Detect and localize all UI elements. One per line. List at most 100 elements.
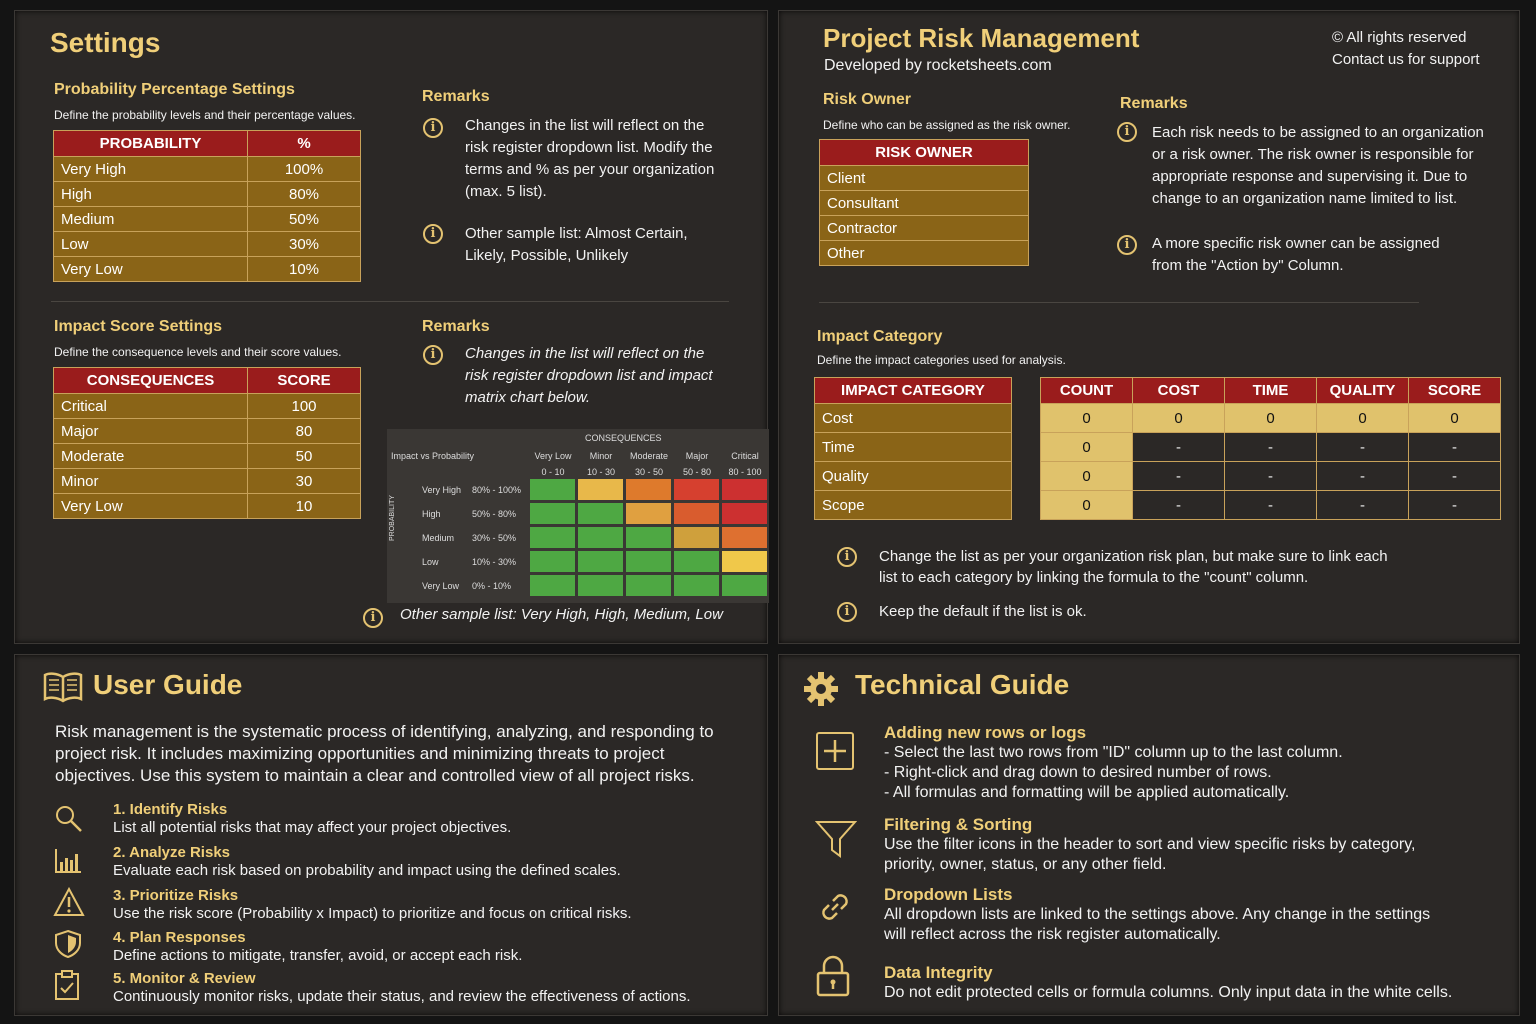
step-description: Evaluate each risk based on probability … xyxy=(113,862,621,879)
impact-remark-1: Changes in the list will reflect on the … xyxy=(465,345,713,406)
matrix-column-name: Very Low xyxy=(534,451,572,461)
row-label[interactable]: Very High xyxy=(53,156,248,182)
impact-category-heading: Impact Category xyxy=(817,328,943,345)
matrix-cell xyxy=(529,478,576,501)
row-value[interactable]: 50 xyxy=(247,443,361,469)
row-value[interactable]: 100 xyxy=(247,393,361,419)
matrix-cell xyxy=(577,574,624,597)
matrix-column-range: 30 - 50 xyxy=(634,467,664,477)
row-label[interactable]: Very Low xyxy=(53,256,248,282)
matrix-cell xyxy=(721,550,768,573)
row-label[interactable]: High xyxy=(53,181,248,207)
risk-owner-remark-2: A more specific risk owner can be assign… xyxy=(1152,235,1440,274)
matrix-cell xyxy=(721,478,768,501)
matrix-cell xyxy=(673,550,720,573)
table-row: Time xyxy=(814,432,1012,462)
probability-table: PROBABILITY % Very High 100% High 80% Medium… xyxy=(53,130,361,282)
step-title: 2. Analyze Risks xyxy=(113,844,231,861)
matrix-cell xyxy=(577,502,624,525)
count-col-header: TIME xyxy=(1224,377,1317,404)
tech-item-line: Use the filter icons in the header to so… xyxy=(884,836,1416,853)
impact-category-item[interactable]: Scope xyxy=(814,490,1012,520)
tech-item-title: Filtering & Sorting xyxy=(884,815,1033,834)
risk-owner-remark-1: Each risk needs to be assigned to an org… xyxy=(1152,124,1484,207)
row-value[interactable]: 80 xyxy=(247,418,361,444)
tech-item-line: Do not edit protected cells or formula c… xyxy=(884,984,1453,1001)
impact-category-item[interactable]: Time xyxy=(814,432,1012,462)
info-icon: i xyxy=(423,224,443,244)
info-icon: i xyxy=(837,547,857,567)
project-risk-panel: Project Risk Management Developed by roc… xyxy=(778,10,1520,644)
row-value[interactable]: 30 xyxy=(247,468,361,494)
count-cell: - xyxy=(1408,461,1501,491)
matrix-cell xyxy=(673,502,720,525)
tech-item-line: - Select the last two rows from "ID" col… xyxy=(884,744,1343,761)
table-row: Cost xyxy=(814,403,1012,433)
risk-owner-item[interactable]: Consultant xyxy=(819,190,1029,216)
count-cell: 0 xyxy=(1224,403,1317,433)
step-description: List all potential risks that may affect… xyxy=(113,819,512,836)
info-icon: i xyxy=(837,602,857,622)
matrix-cell xyxy=(673,574,720,597)
matrix-row-range: 80% - 100% xyxy=(472,485,522,495)
matrix-cell xyxy=(721,574,768,597)
impact-subtitle: Define the consequence levels and their … xyxy=(54,345,342,359)
probability-col-header: PROBABILITY xyxy=(53,130,248,157)
impact-category-item[interactable]: Cost xyxy=(814,403,1012,433)
table-row: Quality xyxy=(814,461,1012,491)
row-label[interactable]: Moderate xyxy=(53,443,248,469)
row-label[interactable]: Critical xyxy=(53,393,248,419)
row-label[interactable]: Major xyxy=(53,418,248,444)
row-value[interactable]: 10% xyxy=(247,256,361,282)
contact-link[interactable]: Contact us for support xyxy=(1332,51,1480,68)
risk-owner-item[interactable]: Contractor xyxy=(819,215,1029,241)
matrix-row-name: Low xyxy=(422,557,439,567)
matrix-column-name: Major xyxy=(685,451,709,461)
impact-table: CONSEQUENCES SCORE Critical 100 Major 80 Mod… xyxy=(53,367,361,519)
matrix-consequences-label: CONSEQUENCES xyxy=(585,433,662,443)
bar-chart-icon xyxy=(53,845,83,880)
magnifier-icon xyxy=(53,803,83,838)
developer-credit: Developed by rocketsheets.com xyxy=(824,57,1052,74)
matrix-cell xyxy=(625,526,672,549)
matrix-column-range: 10 - 30 xyxy=(586,467,616,477)
risk-owner-item[interactable]: Client xyxy=(819,165,1029,191)
count-cell: 0 xyxy=(1132,403,1225,433)
impact-heading: Impact Score Settings xyxy=(54,318,223,335)
row-value[interactable]: 10 xyxy=(247,493,361,519)
matrix-column-name: Moderate xyxy=(629,451,669,461)
technical-guide-panel: Technical Guide Adding new rows or logs -… xyxy=(778,654,1520,1016)
row-label[interactable]: Very Low xyxy=(53,493,248,519)
row-value[interactable]: 50% xyxy=(247,206,361,232)
matrix-row-range: 0% - 10% xyxy=(472,581,512,591)
row-label[interactable]: Minor xyxy=(53,468,248,494)
risk-owner-item[interactable]: Other xyxy=(819,240,1029,266)
user-guide-panel: User Guide Risk management is the system… xyxy=(14,654,768,1016)
risk-owner-table: RISK OWNER Client Consultant Contractor Oth… xyxy=(819,139,1029,266)
impact-category-item[interactable]: Quality xyxy=(814,461,1012,491)
technical-guide-title: Technical Guide xyxy=(855,669,1070,700)
matrix-cell xyxy=(625,550,672,573)
row-value[interactable]: 80% xyxy=(247,181,361,207)
risk-owner-subtitle: Define who can be assigned as the risk o… xyxy=(823,118,1071,132)
count-cell: - xyxy=(1224,461,1317,491)
row-value[interactable]: 30% xyxy=(247,231,361,257)
count-cell: - xyxy=(1316,432,1409,462)
info-icon: i xyxy=(1117,235,1137,255)
risk-owner-col-header: RISK OWNER xyxy=(819,139,1029,166)
row-label[interactable]: Low xyxy=(53,231,248,257)
tech-item-line: will reflect across the risk register au… xyxy=(884,926,1221,943)
count-cell: - xyxy=(1408,490,1501,520)
row-value[interactable]: 100% xyxy=(247,156,361,182)
table-row: Client xyxy=(819,165,1029,191)
row-label[interactable]: Medium xyxy=(53,206,248,232)
step-description: Define actions to mitigate, transfer, av… xyxy=(113,947,523,964)
matrix-cell xyxy=(529,526,576,549)
section-divider xyxy=(819,302,1419,303)
tech-item-line: - Right-click and drag down to desired n… xyxy=(884,764,1272,781)
count-cell: 0 xyxy=(1316,403,1409,433)
matrix-cell xyxy=(673,478,720,501)
gear-icon xyxy=(803,671,839,712)
tech-item-title: Adding new rows or logs xyxy=(884,723,1087,742)
